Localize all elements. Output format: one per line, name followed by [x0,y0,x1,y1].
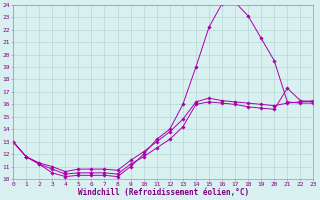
X-axis label: Windchill (Refroidissement éolien,°C): Windchill (Refroidissement éolien,°C) [78,188,249,197]
